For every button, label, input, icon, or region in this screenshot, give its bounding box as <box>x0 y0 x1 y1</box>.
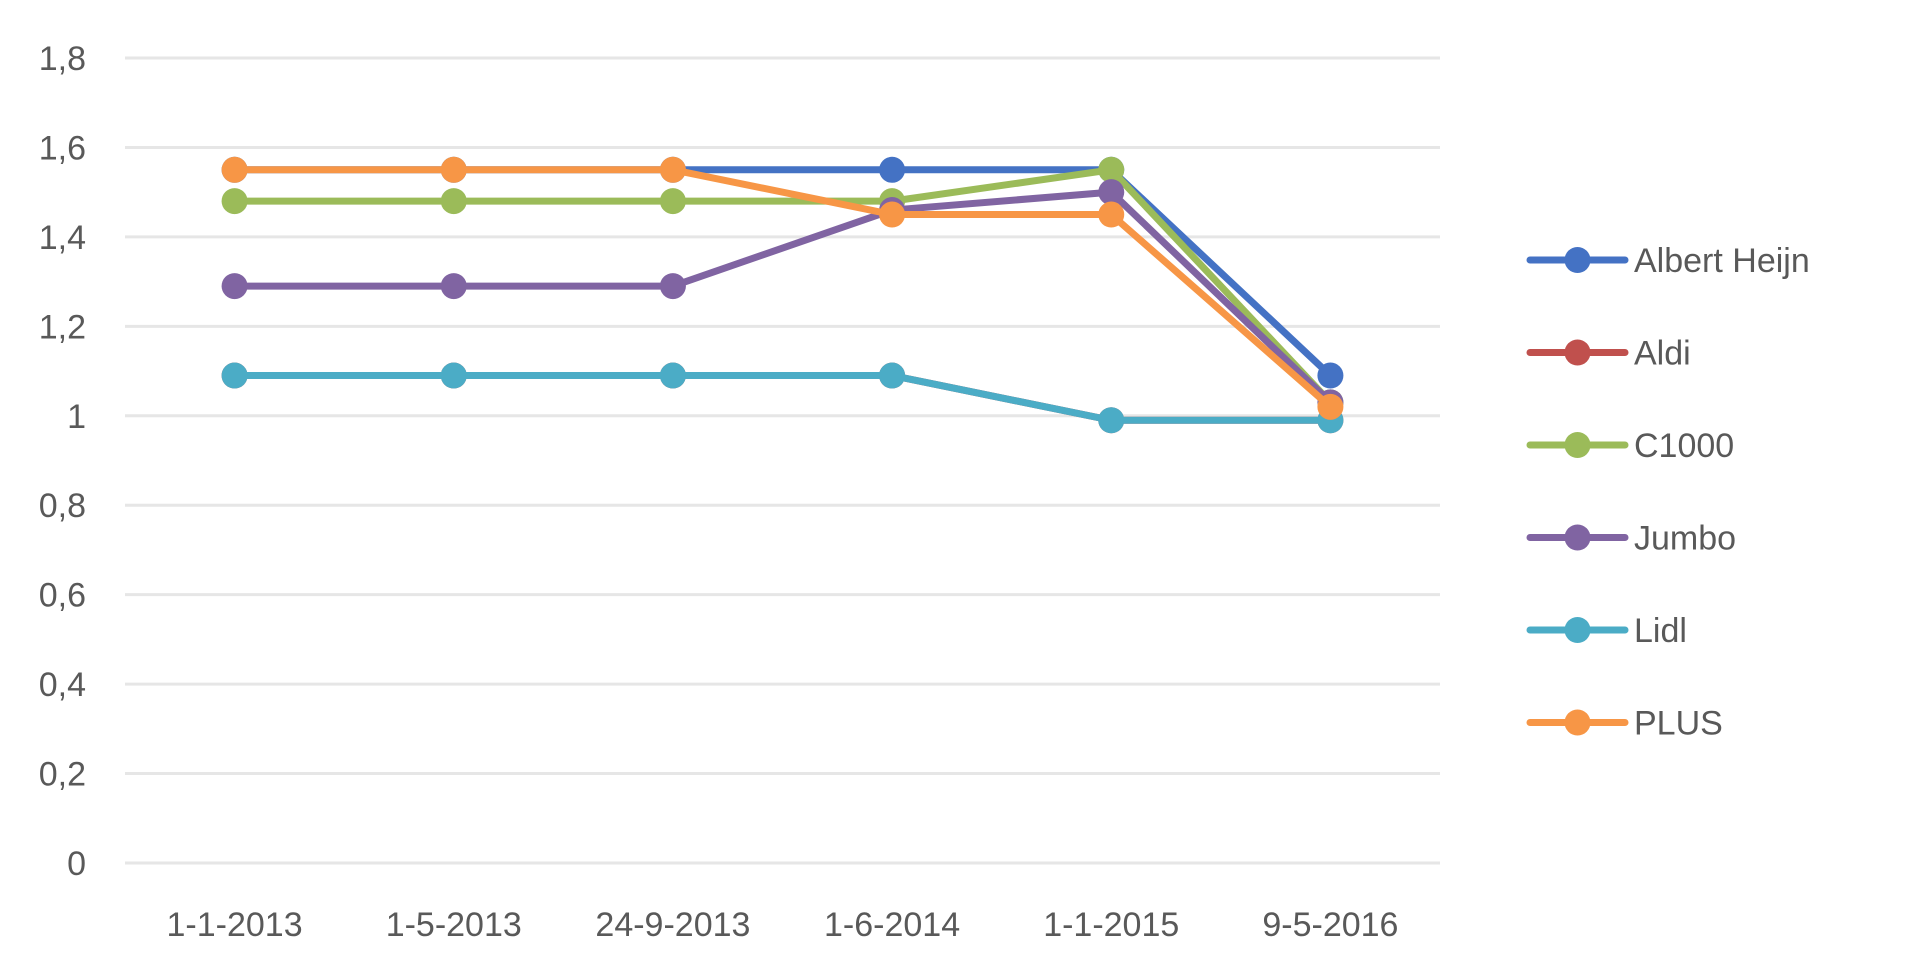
legend-swatch-marker <box>1564 339 1591 366</box>
legend-swatch-marker <box>1564 709 1591 736</box>
legend-swatch-marker <box>1564 247 1591 273</box>
legend-label: PLUS <box>1634 705 1723 743</box>
legend: Albert Heijn Aldi C1000 Jumbo Lidl PLUS <box>1526 242 1810 743</box>
data-point-lidl <box>659 362 686 389</box>
x-tick-label: 1-6-2014 <box>824 906 960 944</box>
x-tick-label: 1-1-2013 <box>167 906 303 944</box>
x-axis-tick-labels: 1-1-2013 1-5-2013 24-9-2013 1-6-2014 1-1-201… <box>167 906 1399 944</box>
data-point-albert-heijn <box>1317 362 1344 389</box>
series-group <box>221 156 1344 434</box>
y-tick-label: 1,2 <box>39 308 86 346</box>
legend-item-albert-heijn: Albert Heijn <box>1526 242 1810 280</box>
y-tick-label: 0,8 <box>39 487 86 525</box>
x-tick-label: 1-1-2015 <box>1043 906 1179 944</box>
x-tick-label: 9-5-2016 <box>1262 906 1398 944</box>
x-tick-label: 24-9-2013 <box>595 906 750 944</box>
data-point-plus <box>1098 201 1125 228</box>
legend-item-c1000: C1000 <box>1526 427 1734 465</box>
data-point-plus <box>659 156 686 183</box>
gridlines <box>125 56 1440 865</box>
y-tick-label: 1 <box>67 398 86 436</box>
legend-swatch-marker <box>1564 617 1591 643</box>
data-point-c1000 <box>659 188 686 215</box>
data-point-jumbo <box>659 273 686 300</box>
data-point-jumbo <box>221 273 248 300</box>
data-point-jumbo <box>1098 179 1125 206</box>
series-line-jumbo <box>231 188 1334 406</box>
legend-label: Aldi <box>1634 335 1691 373</box>
data-point-jumbo <box>440 273 467 300</box>
y-tick-label: 0 <box>67 845 86 883</box>
y-tick-label: 1,4 <box>39 219 86 257</box>
legend-label: Albert Heijn <box>1634 242 1810 280</box>
y-tick-label: 0,4 <box>39 666 86 704</box>
data-point-plus <box>440 156 467 183</box>
series-line-plus <box>231 166 1334 411</box>
y-axis-tick-labels: 0 0,2 0,4 0,6 0,8 1 1,2 1,4 1,6 1,8 <box>39 40 86 883</box>
legend-swatch-marker <box>1564 524 1591 551</box>
data-point-lidl <box>440 362 467 389</box>
x-tick-label: 1-5-2013 <box>386 906 522 944</box>
y-tick-label: 1,8 <box>39 40 86 78</box>
series-line-aldi <box>231 372 1334 424</box>
data-point-plus <box>221 156 248 183</box>
series-line-c1000 <box>231 166 1334 406</box>
legend-item-aldi: Aldi <box>1526 335 1691 373</box>
y-tick-label: 0,2 <box>39 756 86 794</box>
y-tick-label: 1,6 <box>39 129 86 167</box>
data-point-c1000 <box>440 188 467 215</box>
data-point-c1000 <box>1098 156 1125 183</box>
legend-item-lidl: Lidl <box>1526 612 1687 650</box>
series-lidl <box>221 362 1344 434</box>
y-tick-label: 0,6 <box>39 577 86 615</box>
series-plus <box>221 156 1344 420</box>
series-line-lidl <box>231 372 1334 424</box>
legend-item-plus: PLUS <box>1526 705 1723 743</box>
data-point-lidl <box>1098 407 1125 434</box>
legend-label: Jumbo <box>1634 520 1736 558</box>
series-jumbo <box>221 179 1344 416</box>
data-point-lidl <box>879 362 906 389</box>
data-point-lidl <box>221 362 248 389</box>
legend-label: C1000 <box>1634 427 1734 465</box>
data-point-plus <box>1317 393 1344 420</box>
legend-item-jumbo: Jumbo <box>1526 520 1736 558</box>
data-point-albert-heijn <box>879 156 906 183</box>
data-point-plus <box>879 201 906 228</box>
series-c1000 <box>221 156 1344 416</box>
data-point-c1000 <box>221 188 248 215</box>
legend-label: Lidl <box>1634 612 1687 650</box>
legend-swatch-marker <box>1564 432 1591 458</box>
